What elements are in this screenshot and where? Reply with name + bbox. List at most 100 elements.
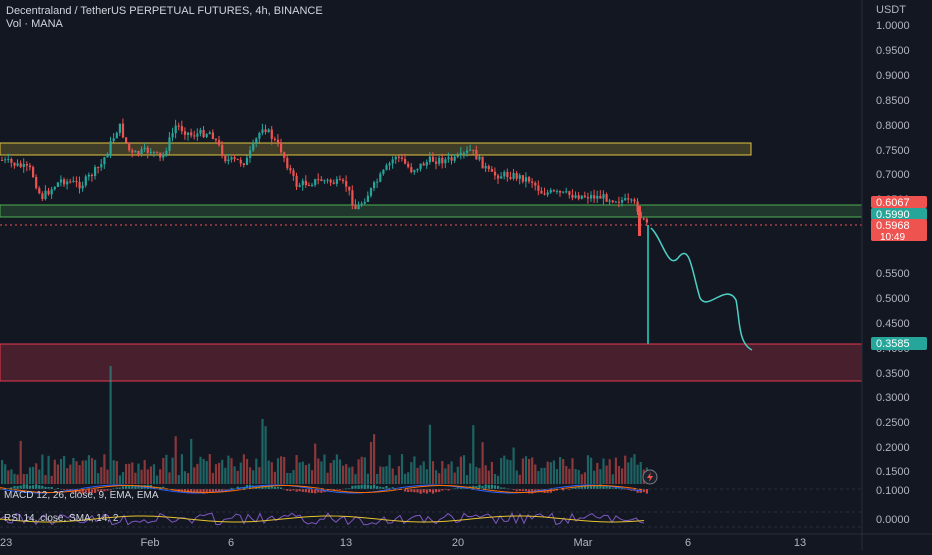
candle-body bbox=[121, 123, 125, 138]
volume-bar bbox=[239, 462, 242, 484]
macd-bar bbox=[230, 487, 233, 489]
macd-bar bbox=[131, 484, 134, 489]
volume-bar bbox=[174, 436, 177, 484]
candle-body bbox=[298, 185, 301, 187]
volume-bar bbox=[50, 475, 53, 484]
macd-bar bbox=[208, 489, 211, 493]
price-axis[interactable]: 1.0000 0.9500 0.9000 0.8500 0.8000 0.7500 0.70… bbox=[876, 20, 910, 526]
candle-body bbox=[481, 156, 484, 169]
candle-body bbox=[515, 173, 518, 179]
volume-bar bbox=[540, 467, 543, 484]
macd-bar bbox=[528, 489, 531, 494]
candle-body bbox=[605, 194, 608, 202]
macd-bar bbox=[580, 485, 583, 489]
candle-body bbox=[593, 195, 596, 199]
candle-body bbox=[438, 157, 441, 164]
candle-body bbox=[338, 179, 342, 181]
volume-bar bbox=[106, 469, 109, 484]
candle-body bbox=[363, 201, 366, 204]
time-tick-5: Mar bbox=[574, 537, 593, 549]
macd-bar bbox=[338, 489, 342, 490]
volume-bar bbox=[555, 469, 559, 484]
candle-body bbox=[537, 185, 540, 191]
candle-body bbox=[636, 201, 639, 212]
volume-bar bbox=[214, 464, 218, 484]
candle-body bbox=[7, 159, 10, 161]
macd-bar bbox=[447, 489, 450, 491]
macd-bar bbox=[295, 489, 298, 492]
candle-body bbox=[407, 163, 410, 168]
macd-bar bbox=[199, 489, 202, 493]
macd-bar bbox=[456, 487, 459, 489]
macd-bar bbox=[394, 489, 397, 490]
macd-bar bbox=[428, 489, 431, 493]
volume-bar bbox=[596, 462, 599, 484]
macd-label[interactable]: MACD 12, 26, close, 9, EMA, EMA bbox=[4, 490, 159, 501]
volume-bar bbox=[549, 462, 552, 484]
volume-bar bbox=[41, 454, 44, 484]
volume-bar bbox=[348, 467, 351, 484]
macd-bar bbox=[224, 489, 227, 490]
candle-body bbox=[382, 169, 385, 174]
candle-body bbox=[162, 154, 165, 158]
rsi-label[interactable]: RSI 14, close, SMA, 14, 2 bbox=[4, 513, 119, 524]
candle-body bbox=[590, 195, 593, 199]
candle-body bbox=[47, 190, 50, 195]
candle-body bbox=[227, 159, 230, 162]
price-tick-4: 0.8000 bbox=[876, 120, 910, 132]
candle-body bbox=[487, 166, 490, 170]
macd-bar bbox=[444, 489, 447, 491]
candle-body bbox=[276, 139, 280, 143]
macd-bar bbox=[13, 485, 16, 489]
candle-body bbox=[332, 182, 335, 184]
volume-bar bbox=[621, 468, 624, 484]
currency-label: USDT bbox=[876, 4, 906, 16]
macd-bar bbox=[44, 486, 47, 489]
volume-bar bbox=[202, 458, 205, 484]
candle-body bbox=[205, 134, 208, 138]
macd-bar bbox=[90, 489, 94, 493]
time-axis[interactable]: 23 Feb 6 13 20 Mar 6 13 bbox=[0, 537, 806, 549]
macd-bar bbox=[317, 489, 320, 493]
volume-bar bbox=[149, 466, 152, 484]
volume-bar bbox=[636, 464, 639, 484]
candle-body bbox=[351, 190, 354, 205]
candle-body bbox=[391, 159, 394, 164]
candle-body bbox=[214, 139, 218, 141]
candle-body bbox=[81, 185, 84, 189]
chart-title[interactable]: Decentraland / TetherUS PERPETUAL FUTURE… bbox=[6, 5, 323, 17]
price-tick-3: 0.8500 bbox=[876, 95, 910, 107]
macd-bar bbox=[106, 489, 109, 491]
volume-bar bbox=[301, 461, 304, 484]
candle-body bbox=[22, 163, 25, 168]
volume-bar bbox=[521, 458, 524, 484]
volume-bar bbox=[506, 459, 509, 484]
macd-bar bbox=[593, 484, 596, 489]
volume-bar bbox=[38, 469, 41, 484]
candle-body bbox=[1, 160, 4, 161]
candle-body bbox=[627, 198, 630, 200]
candle-body bbox=[59, 179, 63, 183]
time-tick-4: 20 bbox=[452, 537, 464, 549]
macd-bar bbox=[382, 487, 385, 489]
candle-body bbox=[301, 180, 304, 186]
volume-bar bbox=[552, 460, 555, 484]
volume-label[interactable]: Vol · MANA bbox=[6, 18, 63, 30]
candle-body bbox=[329, 179, 332, 183]
rsi-group bbox=[0, 512, 645, 526]
zone-top-label-bg bbox=[871, 196, 927, 208]
volume-bar bbox=[438, 473, 441, 484]
volume-bar bbox=[233, 466, 236, 484]
macd-bar bbox=[236, 486, 239, 489]
candle-body bbox=[69, 181, 72, 183]
candle-body bbox=[528, 177, 531, 182]
volume-bar bbox=[407, 472, 410, 484]
price-tick-14: 0.2500 bbox=[876, 417, 910, 429]
macd-bar bbox=[586, 484, 590, 489]
macd-bar bbox=[183, 489, 187, 492]
volume-bar bbox=[10, 469, 13, 484]
price-tick-15: 0.2000 bbox=[876, 442, 910, 454]
volume-bar bbox=[503, 455, 506, 484]
macd-bar bbox=[25, 484, 28, 489]
